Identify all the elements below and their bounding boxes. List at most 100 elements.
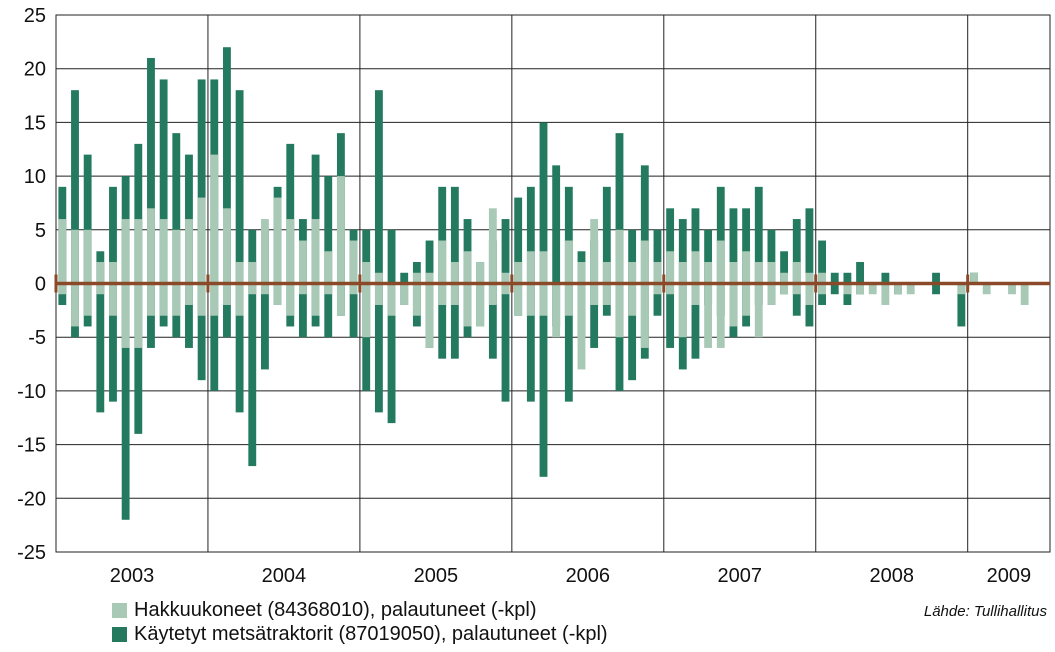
bar-harvesters-pos: [577, 262, 586, 284]
bar-harvesters-neg: [476, 283, 485, 327]
bar-harvesters-neg: [185, 283, 193, 305]
bar-harvesters-neg: [438, 283, 447, 305]
bar-forwarders-neg: [235, 283, 244, 413]
bar-forwarders-pos: [716, 186, 725, 284]
bar-harvesters-neg: [564, 283, 573, 316]
bar-harvesters-pos: [476, 262, 485, 284]
bar-harvesters-neg: [678, 283, 687, 338]
bar-harvesters-pos: [653, 262, 662, 284]
bar-forwarders-pos: [134, 143, 143, 284]
bar-harvesters-pos: [96, 262, 105, 284]
bar-harvesters-neg: [121, 283, 130, 348]
bar-forwarders-pos: [666, 208, 675, 284]
legend-label-harvesters: Hakkuukoneet (84368010), palautuneet (-k…: [134, 598, 537, 621]
bar-forwarders-pos: [767, 229, 776, 284]
bar-harvesters-pos: [159, 219, 168, 284]
bar-harvesters-neg: [71, 283, 79, 327]
bar-harvesters-neg: [83, 283, 92, 316]
bar-forwarders-neg: [210, 283, 219, 391]
bar-forwarders-neg: [349, 283, 358, 338]
x-tick-label: 2003: [110, 565, 155, 587]
bar-forwarders-pos: [438, 186, 447, 284]
bar-forwarders-pos: [223, 47, 231, 284]
bar-harvesters-neg: [425, 283, 434, 348]
x-tick-label: 2007: [718, 565, 763, 587]
bar-harvesters-pos: [109, 262, 117, 284]
bar-forwarders-pos: [514, 197, 523, 284]
bar-harvesters-pos: [564, 240, 573, 284]
bar-forwarders-neg: [564, 283, 573, 402]
bar-forwarders-pos: [742, 208, 751, 284]
bar-harvesters-neg: [640, 283, 649, 348]
bar-harvesters-neg: [463, 283, 472, 327]
bar-harvesters-pos: [324, 251, 333, 284]
bar-forwarders-neg: [261, 283, 269, 370]
bar-forwarders-pos: [564, 186, 573, 284]
bar-forwarders-neg: [666, 283, 675, 348]
bar-harvesters-pos: [970, 272, 978, 284]
bar-harvesters-neg: [805, 283, 814, 305]
bar-forwarders-pos: [729, 208, 738, 284]
bar-harvesters-neg: [716, 283, 725, 348]
x-tick-label: 2009: [987, 565, 1032, 587]
bar-forwarders-pos: [400, 272, 409, 284]
bar-forwarders-pos: [754, 186, 763, 284]
bar-harvesters-pos: [488, 208, 497, 284]
bar-harvesters-pos: [362, 262, 371, 284]
bar-harvesters-pos: [742, 251, 751, 284]
x-tick-label: 2006: [566, 565, 611, 587]
bar-forwarders-pos: [805, 208, 814, 284]
bar-harvesters-neg: [261, 283, 269, 295]
bar-harvesters-pos: [716, 240, 725, 284]
bar-harvesters-neg: [982, 283, 991, 295]
bar-forwarders-neg: [590, 283, 599, 348]
bar-harvesters-pos: [805, 272, 814, 284]
bar-forwarders-pos: [248, 229, 257, 284]
bar-forwarders-neg: [450, 283, 459, 359]
bar-harvesters-pos: [780, 272, 789, 284]
bar-harvesters-neg: [577, 283, 586, 370]
bar-harvesters-pos: [754, 262, 763, 284]
bar-forwarders-neg: [121, 283, 130, 520]
x-tick-label: 2008: [869, 565, 914, 587]
bar-forwarders-neg: [653, 283, 662, 316]
bar-forwarders-neg: [298, 283, 307, 338]
bar-forwarders-pos: [362, 229, 371, 284]
bar-harvesters-neg: [742, 283, 751, 316]
y-tick-label: -20: [17, 488, 46, 510]
bar-harvesters-pos: [640, 240, 649, 284]
bar-forwarders-neg: [324, 283, 333, 338]
bar-harvesters-pos: [248, 262, 257, 284]
bar-harvesters-pos: [615, 229, 624, 284]
bar-forwarders-pos: [628, 229, 637, 284]
bar-harvesters-neg: [856, 283, 864, 295]
bar-forwarders-pos: [653, 229, 662, 284]
bar-forwarders-pos: [856, 262, 864, 284]
bar-harvesters-neg: [362, 283, 371, 338]
bar-harvesters-pos: [463, 251, 472, 284]
bar-forwarders-neg: [96, 283, 105, 413]
bar-harvesters-neg: [615, 283, 624, 338]
bar-harvesters-neg: [767, 283, 776, 305]
bar-harvesters-neg: [336, 283, 345, 316]
bar-harvesters-neg: [450, 283, 459, 305]
bar-harvesters-neg: [147, 283, 155, 316]
bar-harvesters-neg: [374, 283, 383, 305]
bar-harvesters-pos: [71, 229, 79, 284]
bar-forwarders-pos: [425, 240, 434, 284]
bar-harvesters-pos: [691, 251, 700, 284]
bar-forwarders-neg: [223, 283, 231, 338]
legend-item-harvesters: Hakkuukoneet (84368010), palautuneet (-k…: [112, 598, 608, 622]
bar-harvesters-neg: [552, 283, 561, 338]
bar-forwarders-neg: [539, 283, 548, 477]
bar-forwarders-pos: [526, 186, 535, 284]
bar-forwarders-pos: [235, 90, 244, 284]
bar-forwarders-neg: [374, 283, 383, 413]
bar-forwarders-pos: [640, 165, 649, 284]
bar-forwarders-neg: [248, 283, 257, 467]
bar-harvesters-neg: [868, 283, 877, 295]
bar-forwarders-pos: [450, 186, 459, 284]
bar-harvesters-pos: [526, 251, 535, 284]
bar-harvesters-neg: [792, 283, 801, 295]
bar-forwarders-pos: [539, 122, 548, 284]
